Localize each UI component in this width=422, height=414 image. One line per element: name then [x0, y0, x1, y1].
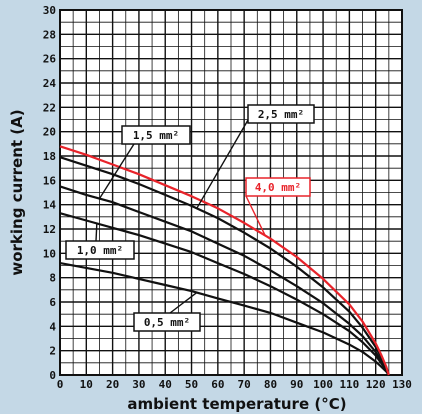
annotation-box [121, 125, 191, 145]
y-tick-label: 16 [43, 174, 57, 187]
y-tick-label: 28 [43, 28, 56, 41]
x-tick-label: 130 [392, 378, 412, 391]
annotation-leader [196, 119, 249, 209]
y-tick-label: 6 [49, 296, 56, 309]
y-tick-label: 4 [49, 320, 56, 333]
x-axis-title: ambient temperature (°C) [127, 395, 346, 413]
y-tick-label: 12 [43, 223, 56, 236]
plot-frame [59, 9, 403, 376]
x-tick-label: 0 [57, 378, 64, 391]
annotation-leader [169, 291, 198, 314]
annotation-label: 1,5 mm² [133, 129, 179, 142]
y-tick-label: 10 [43, 247, 56, 260]
grid [59, 9, 403, 376]
annotation-leader [95, 223, 98, 242]
annotation-box [133, 312, 201, 332]
y-tick-label: 26 [43, 53, 57, 66]
annotation-leader [245, 195, 266, 236]
annotation-label: 2,5 mm² [258, 108, 304, 121]
x-tick-label: 10 [80, 378, 93, 391]
x-tick-label: 70 [238, 378, 251, 391]
series-lines [59, 145, 390, 376]
y-tick-label: 24 [43, 77, 57, 90]
x-tick-label: 50 [185, 378, 198, 391]
y-tick-label: 20 [43, 126, 56, 139]
y-tick-label: 18 [43, 150, 56, 163]
x-tick-label: 100 [313, 378, 333, 391]
x-tick-label: 60 [211, 378, 224, 391]
annotation-leader [98, 143, 135, 199]
y-tick-label: 2 [49, 345, 56, 358]
series-line [59, 262, 390, 376]
x-tick-label: 20 [106, 378, 119, 391]
y-axis-title: working current (A) [8, 109, 26, 275]
annotation-label: 1,0 mm² [77, 244, 123, 257]
annotation-box [65, 240, 135, 260]
annotation-label: 0,5 mm² [144, 316, 190, 329]
series-line [59, 185, 390, 376]
x-tick-label: 80 [264, 378, 277, 391]
annotations: 1,5 mm² 2,5 mm² 4,0 mm² 1,0 mm² 0,5 mm² [65, 104, 315, 332]
x-tick-label: 120 [366, 378, 386, 391]
series-line [59, 212, 390, 376]
x-tick-label: 40 [159, 378, 172, 391]
annotation-box [245, 177, 311, 197]
x-tick-label: 90 [290, 378, 303, 391]
series-line [59, 156, 390, 376]
annotation-box [247, 104, 315, 124]
series-line [59, 145, 390, 376]
y-tick-label: 14 [43, 199, 57, 212]
y-tick-label: 22 [43, 101, 56, 114]
x-tick-label: 110 [339, 378, 359, 391]
y-tick-label: 8 [49, 272, 56, 285]
annotation-label: 4,0 mm² [255, 181, 301, 194]
tick-labels: 0 10 20 30 40 50 60 70 80 90 100 110 120 130024681012… [43, 4, 412, 391]
y-tick-label: 30 [43, 4, 56, 17]
x-tick-label: 30 [132, 378, 145, 391]
y-tick-label: 0 [49, 369, 56, 382]
